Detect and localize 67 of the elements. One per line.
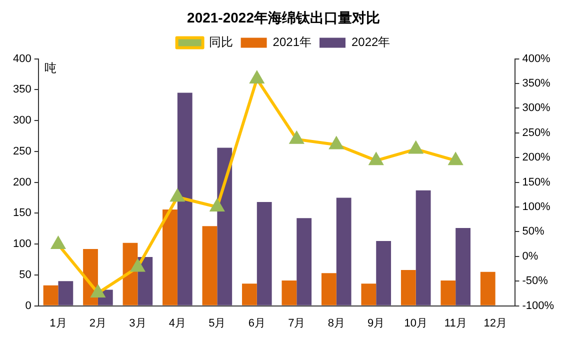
x-tick-label: 8月 <box>328 317 345 330</box>
legend-label: 2022年 <box>352 35 390 50</box>
y2-tick-label: 150% <box>522 176 551 188</box>
y2-tick-label: 350% <box>522 78 551 90</box>
bar <box>376 240 392 306</box>
y2-tick-label: 300% <box>522 102 551 114</box>
bar <box>456 228 470 306</box>
y2-tick-label: 250% <box>522 126 551 139</box>
bar <box>58 281 74 306</box>
bar <box>43 285 58 306</box>
bar <box>177 92 192 306</box>
x-tick-label: 7月 <box>288 317 306 330</box>
bar <box>336 198 352 306</box>
y2-tick-label: 400% <box>522 52 551 65</box>
y2-tick-label: 0% <box>522 250 538 262</box>
x-tick-label: 3月 <box>129 317 146 330</box>
point <box>91 285 105 298</box>
bar <box>416 190 431 306</box>
x-tick-label: 10月 <box>404 317 428 330</box>
bar <box>296 218 312 306</box>
y2-tick-label: 50% <box>522 226 544 238</box>
bar <box>217 148 232 306</box>
y-tick-label: 200 <box>12 176 32 188</box>
bar <box>361 284 376 306</box>
y-tick-label: 400 <box>12 52 32 65</box>
legend-label: 2021年 <box>272 35 312 50</box>
point <box>52 237 65 250</box>
y-tick-label: 50 <box>19 268 32 281</box>
bar <box>202 226 218 306</box>
bar <box>400 270 416 306</box>
point <box>448 153 462 166</box>
y2-tick-label: -100% <box>522 300 554 312</box>
point <box>369 153 383 166</box>
point <box>330 137 344 150</box>
y-tick-label: 0 <box>25 300 32 312</box>
bar <box>256 202 272 306</box>
point <box>131 260 144 272</box>
x-tick-label: 5月 <box>208 317 226 330</box>
bar <box>480 272 496 306</box>
x-tick-label: 1月 <box>50 317 67 330</box>
bar <box>242 284 257 306</box>
y-tick-label: 350 <box>12 84 32 96</box>
x-tick-label: 4月 <box>168 317 186 330</box>
bar <box>282 280 297 306</box>
legend-label: 同比 <box>208 35 233 50</box>
point <box>290 132 304 144</box>
y-tick-label: 150 <box>12 207 32 220</box>
point <box>170 190 184 202</box>
x-tick-label: 2月 <box>89 317 107 330</box>
point <box>210 200 224 212</box>
chart-title: 2021-2022年海绵钛出口量对比 <box>187 9 380 26</box>
x-tick-label: 11月 <box>444 317 467 330</box>
bar <box>162 209 178 306</box>
x-tick-label: 6月 <box>248 317 266 330</box>
y-tick-label: 300 <box>12 114 32 127</box>
y2-tick-label: 100% <box>522 201 551 214</box>
y-axis-title: 吨 <box>44 61 56 76</box>
bar <box>440 280 456 306</box>
point <box>409 142 423 154</box>
y-tick-label: 250 <box>12 145 32 158</box>
y2-tick-label: 200% <box>522 152 551 164</box>
x-tick-label: 9月 <box>368 317 385 330</box>
y2-tick-label: -50% <box>522 275 548 288</box>
bar <box>321 273 336 306</box>
point <box>250 72 264 84</box>
y-tick-label: 100 <box>12 238 32 250</box>
x-tick-label: 12月 <box>484 317 507 330</box>
